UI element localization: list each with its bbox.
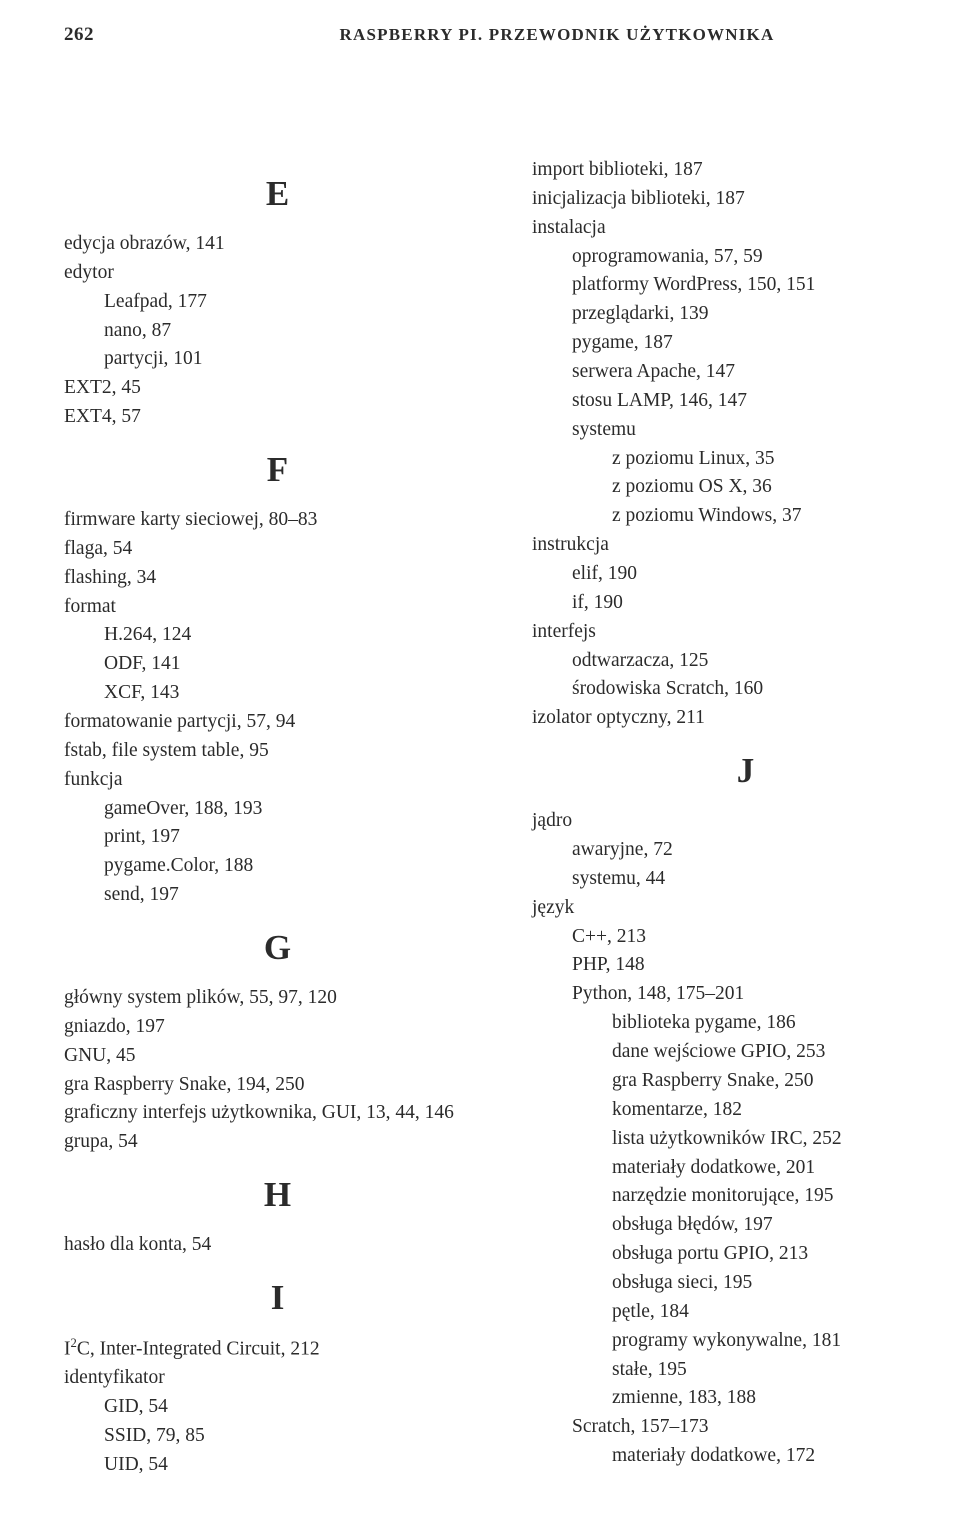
page: 262 RASPBERRY PI. PRZEWODNIK UŻYTKOWNIKA… xyxy=(0,0,960,1535)
index-entry: UID, 54 xyxy=(64,1451,492,1480)
running-header: 262 RASPBERRY PI. PRZEWODNIK UŻYTKOWNIKA xyxy=(64,24,960,46)
index-entry: główny system plików, 55, 97, 120 xyxy=(64,984,492,1013)
index-entry: EXT2, 45 xyxy=(64,374,492,403)
index-entry: materiały dodatkowe, 201 xyxy=(532,1154,960,1183)
index-letter-g: G xyxy=(64,928,492,968)
index-entry: z poziomu Linux, 35 xyxy=(532,445,960,474)
index-entry: obsługa błędów, 197 xyxy=(532,1211,960,1240)
index-entry: obsługa sieci, 195 xyxy=(532,1269,960,1298)
index-entry: instrukcja xyxy=(532,531,960,560)
index-entry: send, 197 xyxy=(64,881,492,910)
index-entry: odtwarzacza, 125 xyxy=(532,647,960,676)
index-entry: stałe, 195 xyxy=(532,1356,960,1385)
index-entry: EXT4, 57 xyxy=(64,403,492,432)
index-entry: firmware karty sieciowej, 80–83 xyxy=(64,506,492,535)
index-entry: obsługa portu GPIO, 213 xyxy=(532,1240,960,1269)
index-entry: edycja obrazów, 141 xyxy=(64,230,492,259)
index-entry: GNU, 45 xyxy=(64,1042,492,1071)
index-entry: gra Raspberry Snake, 194, 250 xyxy=(64,1071,492,1100)
index-entry: język xyxy=(532,894,960,923)
index-entry: biblioteka pygame, 186 xyxy=(532,1009,960,1038)
index-entry: fstab, file system table, 95 xyxy=(64,737,492,766)
index-entry: H.264, 124 xyxy=(64,621,492,650)
index-entry: z poziomu Windows, 37 xyxy=(532,502,960,531)
index-entry: flaga, 54 xyxy=(64,535,492,564)
index-entry: dane wejściowe GPIO, 253 xyxy=(532,1038,960,1067)
index-entry: platformy WordPress, 150, 151 xyxy=(532,271,960,300)
index-entry: graficzny interfejs użytkownika, GUI, 13… xyxy=(64,1099,492,1128)
index-entry: identyfikator xyxy=(64,1364,492,1393)
index-entry: gra Raspberry Snake, 250 xyxy=(532,1067,960,1096)
column-right: import biblioteki, 187inicjalizacja bibl… xyxy=(532,156,960,1480)
index-entry: import biblioteki, 187 xyxy=(532,156,960,185)
index-entry: gniazdo, 197 xyxy=(64,1013,492,1042)
index-entry: Leafpad, 177 xyxy=(64,288,492,317)
index-entry: edytor xyxy=(64,259,492,288)
index-entry: materiały dodatkowe, 172 xyxy=(532,1442,960,1471)
index-entry: interfejs xyxy=(532,618,960,647)
index-entry: format xyxy=(64,593,492,622)
index-entry: hasło dla konta, 54 xyxy=(64,1231,492,1260)
index-entry: inicjalizacja biblioteki, 187 xyxy=(532,185,960,214)
index-entry: komentarze, 182 xyxy=(532,1096,960,1125)
running-head-title: RASPBERRY PI. PRZEWODNIK UŻYTKOWNIKA xyxy=(94,25,960,45)
index-entry: izolator optyczny, 211 xyxy=(532,704,960,733)
index-entry: oprogramowania, 57, 59 xyxy=(532,243,960,272)
index-entry: jądro xyxy=(532,807,960,836)
index-letter-f: F xyxy=(64,450,492,490)
index-entry: stosu LAMP, 146, 147 xyxy=(532,387,960,416)
index-entry: pygame.Color, 188 xyxy=(64,852,492,881)
index-entry: lista użytkowników IRC, 252 xyxy=(532,1125,960,1154)
index-entry: programy wykonywalne, 181 xyxy=(532,1327,960,1356)
index-entry: XCF, 143 xyxy=(64,679,492,708)
index-letter-i: I xyxy=(64,1278,492,1318)
index-letter-j: J xyxy=(532,751,960,791)
index-columns: Eedycja obrazów, 141edytorLeafpad, 177na… xyxy=(64,156,960,1480)
index-entry: systemu xyxy=(532,416,960,445)
index-entry: C++, 213 xyxy=(532,923,960,952)
index-entry: formatowanie partycji, 57, 94 xyxy=(64,708,492,737)
index-letter-e: E xyxy=(64,174,492,214)
index-entry: z poziomu OS X, 36 xyxy=(532,473,960,502)
index-entry: PHP, 148 xyxy=(532,951,960,980)
index-entry: nano, 87 xyxy=(64,317,492,346)
index-entry: środowiska Scratch, 160 xyxy=(532,675,960,704)
index-entry: narzędzie monitorujące, 195 xyxy=(532,1182,960,1211)
index-entry: flashing, 34 xyxy=(64,564,492,593)
index-entry: funkcja xyxy=(64,766,492,795)
index-entry: elif, 190 xyxy=(532,560,960,589)
page-number: 262 xyxy=(64,24,94,46)
index-entry: instalacja xyxy=(532,214,960,243)
index-entry: SSID, 79, 85 xyxy=(64,1422,492,1451)
index-entry: GID, 54 xyxy=(64,1393,492,1422)
index-entry: grupa, 54 xyxy=(64,1128,492,1157)
index-entry: awaryjne, 72 xyxy=(532,836,960,865)
index-entry: pętle, 184 xyxy=(532,1298,960,1327)
index-entry: zmienne, 183, 188 xyxy=(532,1384,960,1413)
index-letter-h: H xyxy=(64,1175,492,1215)
index-entry: serwera Apache, 147 xyxy=(532,358,960,387)
index-entry: Python, 148, 175–201 xyxy=(532,980,960,1009)
index-entry: gameOver, 188, 193 xyxy=(64,795,492,824)
index-entry: ODF, 141 xyxy=(64,650,492,679)
index-entry: Scratch, 157–173 xyxy=(532,1413,960,1442)
index-entry: systemu, 44 xyxy=(532,865,960,894)
index-entry: przeglądarki, 139 xyxy=(532,300,960,329)
index-entry: if, 190 xyxy=(532,589,960,618)
index-entry: pygame, 187 xyxy=(532,329,960,358)
column-left: Eedycja obrazów, 141edytorLeafpad, 177na… xyxy=(64,156,492,1480)
index-entry: I2C, Inter-Integrated Circuit, 212 xyxy=(64,1334,492,1364)
index-entry: partycji, 101 xyxy=(64,345,492,374)
index-entry: print, 197 xyxy=(64,823,492,852)
